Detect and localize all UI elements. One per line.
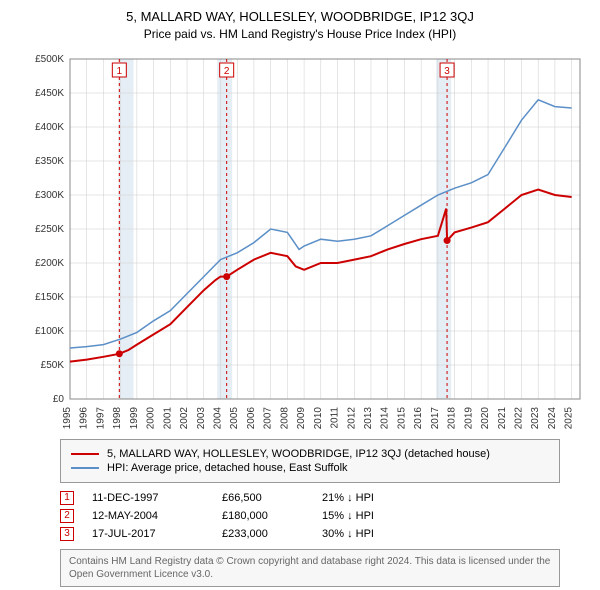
event-diff: 30% ↓ HPI: [322, 528, 374, 540]
svg-text:£400K: £400K: [35, 122, 64, 133]
svg-text:£350K: £350K: [35, 156, 64, 167]
svg-text:2009: 2009: [296, 407, 307, 429]
svg-text:2006: 2006: [246, 407, 257, 429]
svg-text:1996: 1996: [79, 407, 90, 429]
event-marker: 3: [60, 527, 74, 541]
event-row: 3 17-JUL-2017£233,00030% ↓ HPI: [60, 527, 560, 541]
legend-swatch: [71, 467, 99, 469]
svg-text:2: 2: [224, 66, 230, 77]
svg-text:£150K: £150K: [35, 292, 64, 303]
event-price: £233,000: [222, 528, 322, 540]
svg-text:2005: 2005: [229, 407, 240, 429]
event-diff: 21% ↓ HPI: [322, 492, 374, 504]
svg-text:2020: 2020: [480, 407, 491, 429]
svg-text:2016: 2016: [413, 407, 424, 429]
svg-text:2013: 2013: [363, 407, 374, 429]
svg-text:1995: 1995: [62, 407, 73, 429]
chart-title: 5, MALLARD WAY, HOLLESLEY, WOODBRIDGE, I…: [10, 8, 590, 26]
event-price: £180,000: [222, 510, 322, 522]
svg-text:2002: 2002: [179, 407, 190, 429]
svg-text:£300K: £300K: [35, 190, 64, 201]
svg-text:1: 1: [117, 66, 123, 77]
svg-text:2004: 2004: [212, 407, 223, 429]
svg-text:2014: 2014: [380, 407, 391, 429]
event-marker: 2: [60, 509, 74, 523]
event-row: 2 12-MAY-2004£180,00015% ↓ HPI: [60, 509, 560, 523]
svg-text:2000: 2000: [146, 407, 157, 429]
legend-swatch: [71, 453, 99, 455]
chart-title-block: 5, MALLARD WAY, HOLLESLEY, WOODBRIDGE, I…: [10, 8, 590, 43]
svg-text:2024: 2024: [547, 407, 558, 429]
legend-label: 5, MALLARD WAY, HOLLESLEY, WOODBRIDGE, I…: [107, 448, 490, 460]
svg-text:£50K: £50K: [41, 360, 65, 371]
footer-note: Contains HM Land Registry data © Crown c…: [60, 549, 560, 587]
svg-text:1998: 1998: [112, 407, 123, 429]
chart-area: £0 £50K £100K £150K £200K £250K £300K £350K £400…: [20, 49, 590, 429]
event-diff: 15% ↓ HPI: [322, 510, 374, 522]
line-chart: £0 £50K £100K £150K £200K £250K £300K £350K £400…: [20, 49, 590, 429]
chart-subtitle: Price paid vs. HM Land Registry's House …: [10, 26, 590, 43]
legend-label: HPI: Average price, detached house, East…: [107, 462, 348, 474]
svg-text:2025: 2025: [564, 407, 575, 429]
svg-text:2019: 2019: [463, 407, 474, 429]
svg-text:2007: 2007: [263, 407, 274, 429]
legend-item: 5, MALLARD WAY, HOLLESLEY, WOODBRIDGE, I…: [71, 448, 549, 460]
event-price: £66,500: [222, 492, 322, 504]
svg-text:2012: 2012: [346, 407, 357, 429]
event-date: 11-DEC-1997: [92, 492, 222, 504]
events-list: 1 11-DEC-1997£66,50021% ↓ HPI 2 12-MAY-2004…: [60, 491, 560, 541]
svg-text:£500K: £500K: [35, 54, 64, 65]
svg-text:2010: 2010: [313, 407, 324, 429]
svg-text:3: 3: [444, 66, 450, 77]
svg-text:2001: 2001: [162, 407, 173, 429]
event-date: 12-MAY-2004: [92, 510, 222, 522]
svg-text:£250K: £250K: [35, 224, 64, 235]
svg-text:2021: 2021: [497, 407, 508, 429]
svg-text:2018: 2018: [447, 407, 458, 429]
svg-text:£200K: £200K: [35, 258, 64, 269]
svg-text:2022: 2022: [513, 407, 524, 429]
svg-text:2011: 2011: [330, 407, 341, 429]
legend-item: HPI: Average price, detached house, East…: [71, 462, 549, 474]
event-row: 1 11-DEC-1997£66,50021% ↓ HPI: [60, 491, 560, 505]
svg-text:2015: 2015: [396, 407, 407, 429]
svg-text:2008: 2008: [279, 407, 290, 429]
svg-text:2003: 2003: [196, 407, 207, 429]
event-date: 17-JUL-2017: [92, 528, 222, 540]
svg-text:£0: £0: [53, 394, 65, 405]
svg-text:2017: 2017: [430, 407, 441, 429]
event-marker: 1: [60, 491, 74, 505]
svg-text:1997: 1997: [95, 407, 106, 429]
svg-text:£450K: £450K: [35, 88, 64, 99]
svg-text:2023: 2023: [530, 407, 541, 429]
svg-text:£100K: £100K: [35, 326, 64, 337]
legend-box: 5, MALLARD WAY, HOLLESLEY, WOODBRIDGE, I…: [60, 439, 560, 483]
svg-text:1999: 1999: [129, 407, 140, 429]
